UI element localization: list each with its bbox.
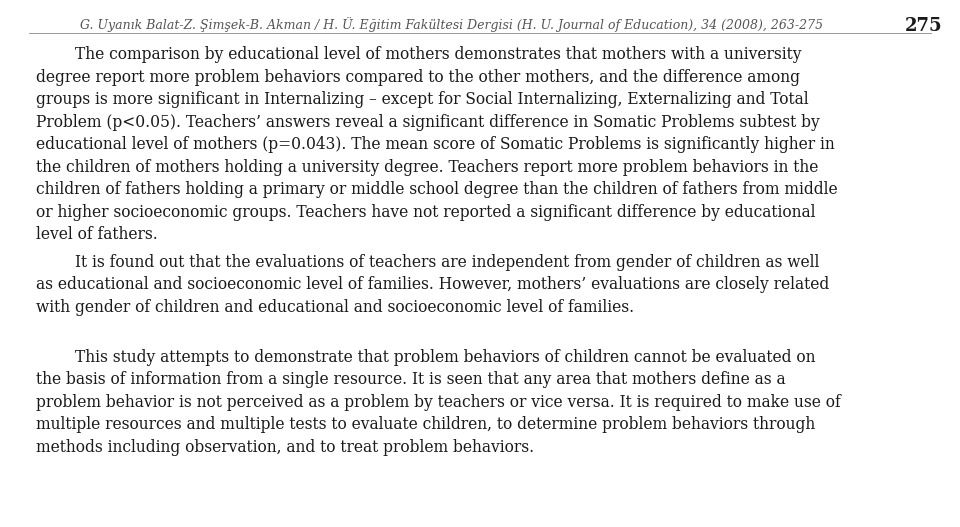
Text: It is found out that the evaluations of teachers are independent from gender of : It is found out that the evaluations of … [36, 254, 829, 316]
Text: This study attempts to demonstrate that problem behaviors of children cannot be : This study attempts to demonstrate that … [36, 349, 841, 456]
Text: The comparison by educational level of mothers demonstrates that mothers with a : The comparison by educational level of m… [36, 46, 838, 243]
Text: 275: 275 [905, 17, 943, 35]
Text: G. Uyanık Balat-Z. Şimşek-B. Akman / H. Ü. Eğitim Fakültesi Dergisi (H. U. Journ: G. Uyanık Balat-Z. Şimşek-B. Akman / H. … [80, 17, 823, 32]
